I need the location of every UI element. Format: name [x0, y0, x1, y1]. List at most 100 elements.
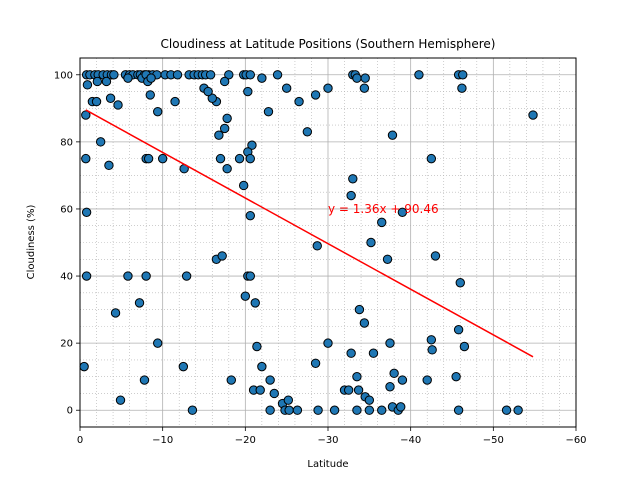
- data-point: [323, 338, 333, 348]
- data-point: [134, 298, 145, 308]
- data-point: [170, 96, 180, 107]
- data-point: [238, 180, 249, 191]
- data-point: [343, 385, 354, 395]
- data-point: [91, 96, 102, 107]
- data-point: [346, 190, 356, 201]
- data-point: [79, 361, 89, 372]
- x-tick-label: 0: [77, 435, 83, 446]
- data-point: [414, 70, 424, 80]
- data-points: [79, 70, 538, 415]
- data-point: [81, 271, 92, 281]
- data-point: [247, 140, 257, 150]
- x-tick-label: −30: [317, 435, 338, 446]
- data-point: [252, 341, 262, 352]
- x-axis-ticks: 0 −10 −20 −30 −40 −50 −60: [77, 427, 587, 446]
- data-point: [101, 76, 112, 87]
- data-point: [215, 153, 226, 164]
- data-point: [113, 100, 123, 110]
- data-point: [257, 73, 267, 83]
- data-point: [257, 361, 267, 372]
- y-tick-label: 20: [60, 339, 73, 350]
- data-point: [105, 93, 116, 103]
- data-point: [422, 375, 432, 385]
- data-point: [250, 298, 260, 308]
- data-point: [453, 405, 464, 415]
- data-point: [123, 73, 133, 83]
- data-point: [217, 251, 227, 261]
- data-point: [263, 106, 274, 117]
- data-point: [153, 338, 163, 348]
- data-point: [352, 371, 362, 382]
- data-point: [104, 160, 114, 171]
- data-point: [352, 405, 362, 415]
- data-point: [265, 405, 275, 415]
- data-point: [245, 153, 255, 164]
- data-point: [95, 137, 106, 147]
- data-point: [528, 110, 538, 120]
- data-point: [222, 113, 232, 124]
- data-point: [364, 395, 375, 405]
- data-point: [81, 207, 92, 218]
- data-point: [348, 174, 358, 184]
- data-point: [109, 70, 119, 80]
- data-point: [110, 308, 121, 318]
- y-tick-label: 80: [60, 137, 73, 148]
- data-point: [427, 345, 437, 355]
- data-point: [458, 70, 468, 80]
- x-tick-label: −50: [483, 435, 504, 446]
- data-point: [385, 338, 395, 348]
- data-point: [81, 153, 91, 164]
- data-point: [455, 278, 465, 288]
- data-point: [145, 90, 155, 100]
- data-point: [284, 405, 294, 415]
- x-tick-label: −40: [400, 435, 421, 446]
- data-point: [157, 153, 168, 164]
- data-point: [272, 70, 283, 80]
- data-point: [459, 341, 470, 352]
- data-point: [265, 375, 275, 385]
- data-point: [310, 90, 321, 100]
- data-point: [181, 271, 192, 281]
- y-tick-label: 100: [54, 70, 73, 81]
- data-point: [226, 375, 236, 385]
- data-point: [243, 86, 253, 97]
- data-point: [219, 123, 230, 134]
- data-point: [359, 83, 370, 93]
- data-point: [302, 127, 313, 137]
- data-point: [123, 271, 133, 281]
- data-point: [329, 405, 340, 415]
- data-point: [245, 271, 255, 281]
- data-point: [214, 130, 224, 140]
- data-point: [382, 254, 393, 264]
- data-point: [207, 93, 217, 103]
- data-point: [240, 291, 251, 301]
- data-point: [313, 405, 323, 415]
- data-point: [377, 217, 387, 228]
- chart-title: Cloudiness at Latitude Positions (Southe…: [161, 37, 496, 51]
- data-point: [143, 153, 154, 164]
- data-point: [389, 368, 399, 379]
- data-point: [245, 210, 255, 221]
- data-point: [187, 405, 198, 415]
- data-point: [323, 83, 333, 93]
- data-point: [385, 382, 395, 392]
- data-point: [359, 318, 370, 328]
- x-tick-label: −60: [565, 435, 586, 446]
- data-point: [82, 80, 93, 90]
- y-tick-label: 60: [60, 204, 73, 215]
- major-grid: [79, 58, 577, 427]
- data-point: [360, 73, 370, 83]
- data-point: [292, 405, 303, 415]
- data-point: [346, 348, 356, 358]
- data-point: [396, 402, 406, 412]
- x-tick-label: −20: [235, 435, 256, 446]
- data-point: [205, 70, 216, 80]
- y-tick-label: 0: [67, 406, 73, 417]
- data-point: [397, 207, 408, 218]
- data-point: [353, 385, 364, 395]
- data-point: [245, 70, 255, 80]
- data-point: [501, 405, 512, 415]
- data-point: [141, 271, 151, 281]
- y-axis-label: Cloudiness (%): [26, 205, 37, 280]
